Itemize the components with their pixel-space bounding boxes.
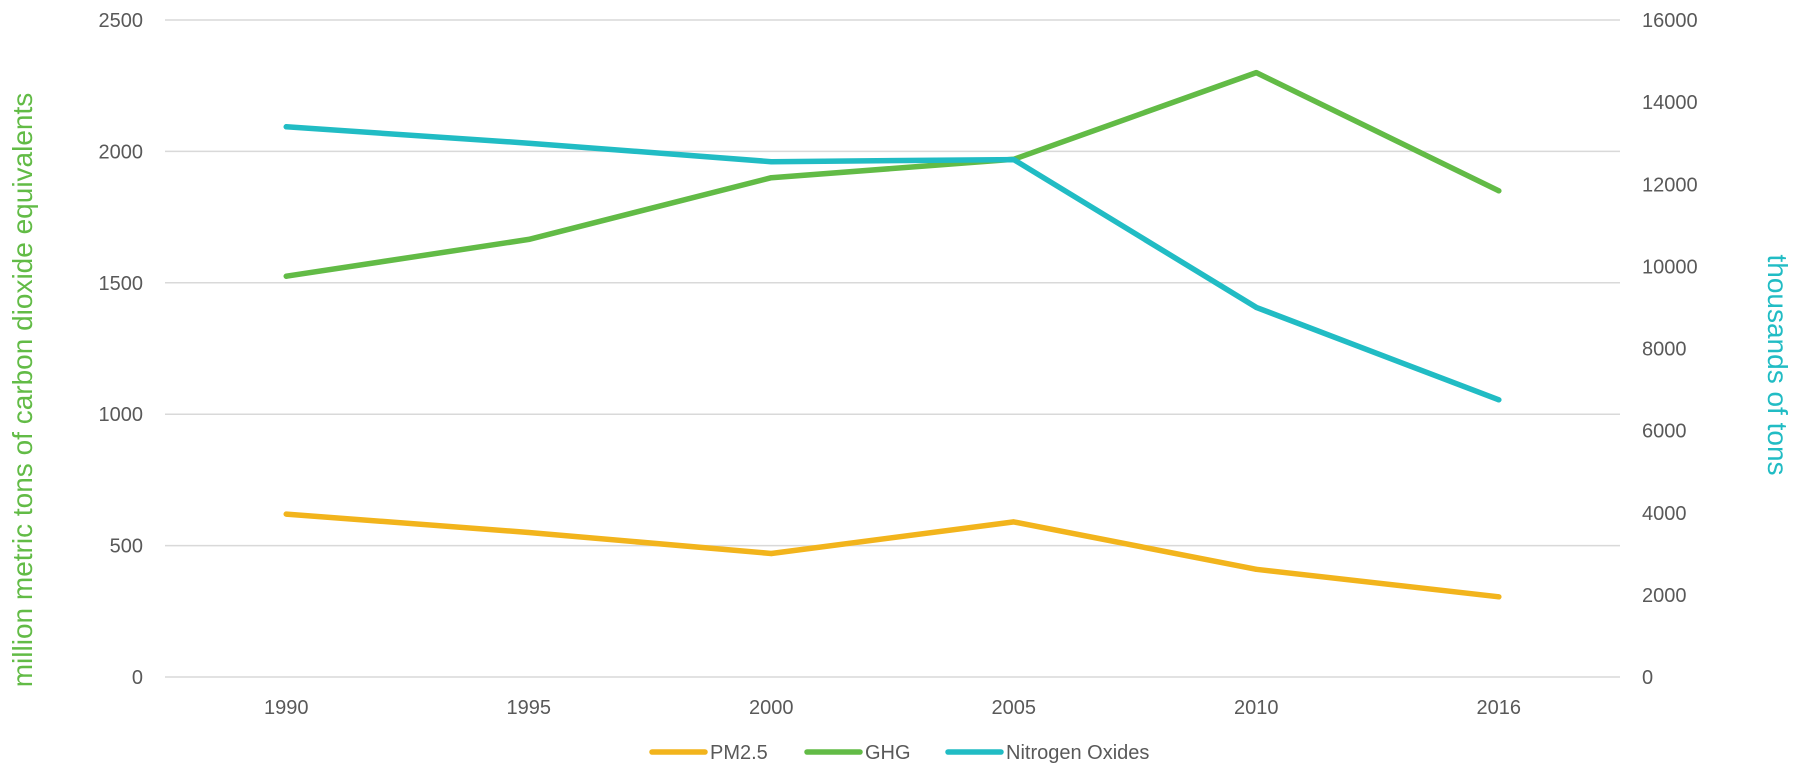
data-point-ghg xyxy=(1253,69,1259,76)
right-axis-ticks: 0 2000 4000 6000 8000 10000 12000 14000 16000 xyxy=(1642,10,1698,689)
data-point-pm2-5 xyxy=(1011,519,1017,525)
left-axis-ticks: 0 500 1000 1500 2000 2500 xyxy=(99,10,144,689)
left-tick-label: 500 xyxy=(110,536,143,558)
series-line-pm2-5 xyxy=(283,511,1502,600)
data-point-pm2-5 xyxy=(526,529,532,536)
legend-item-pm2-5: PM2.5 xyxy=(649,742,768,764)
left-tick-label: 2000 xyxy=(99,141,144,163)
legend-label: GHG xyxy=(865,742,911,764)
data-point-nitrogen-oxides xyxy=(526,140,532,146)
data-point-nitrogen-oxides xyxy=(768,159,774,165)
data-point-ghg xyxy=(526,236,532,243)
left-tick-label: 1500 xyxy=(99,273,144,295)
series-lines xyxy=(283,69,1502,600)
right-tick-label: 8000 xyxy=(1642,339,1687,361)
series-nitrogen-oxides xyxy=(283,124,1502,403)
left-tick-label: 1000 xyxy=(99,404,144,426)
data-point-nitrogen-oxides xyxy=(1496,397,1502,403)
right-tick-label: 12000 xyxy=(1642,174,1698,196)
data-point-nitrogen-oxides xyxy=(1253,304,1259,311)
x-axis-ticks: 1990 1995 2000 2005 2010 2016 xyxy=(264,697,1521,719)
right-tick-label: 14000 xyxy=(1642,92,1698,114)
legend-label: Nitrogen Oxides xyxy=(1006,742,1149,764)
right-tick-label: 16000 xyxy=(1642,10,1698,32)
legend: PM2.5 GHG Nitrogen Oxides xyxy=(649,742,1149,764)
data-point-ghg xyxy=(283,273,289,279)
series-pm2-5 xyxy=(283,511,1502,600)
data-point-pm2-5 xyxy=(283,511,289,517)
legend-item-ghg: GHG xyxy=(804,742,911,764)
data-point-nitrogen-oxides xyxy=(1011,157,1017,163)
right-tick-label: 0 xyxy=(1642,667,1653,689)
x-tick-label: 1990 xyxy=(264,697,309,719)
data-point-ghg xyxy=(1496,188,1502,194)
right-tick-label: 6000 xyxy=(1642,421,1687,443)
x-tick-label: 2005 xyxy=(992,697,1037,719)
legend-label: PM2.5 xyxy=(710,742,768,764)
x-tick-label: 2000 xyxy=(749,697,794,719)
right-tick-label: 2000 xyxy=(1642,585,1687,607)
x-tick-label: 1995 xyxy=(507,697,552,719)
series-line-ghg xyxy=(283,69,1502,279)
left-axis-title: million metric tons of carbon dioxide eq… xyxy=(7,93,38,688)
x-tick-label: 2010 xyxy=(1234,697,1279,719)
legend-item-nitrogen-oxides: Nitrogen Oxides xyxy=(945,742,1149,764)
right-tick-label: 10000 xyxy=(1642,256,1698,278)
right-axis-title: thousands of tons xyxy=(1762,254,1793,475)
x-tick-label: 2016 xyxy=(1477,697,1522,719)
left-tick-label: 0 xyxy=(132,667,143,689)
data-point-nitrogen-oxides xyxy=(283,124,289,130)
right-tick-label: 4000 xyxy=(1642,503,1687,525)
gridlines xyxy=(165,19,1620,678)
data-point-ghg xyxy=(768,175,774,181)
data-point-pm2-5 xyxy=(1253,566,1259,572)
data-point-pm2-5 xyxy=(768,550,774,557)
data-point-pm2-5 xyxy=(1496,594,1502,600)
left-tick-label: 2500 xyxy=(99,10,144,32)
series-line-nitrogen-oxides xyxy=(283,124,1502,403)
series-ghg xyxy=(283,69,1502,279)
